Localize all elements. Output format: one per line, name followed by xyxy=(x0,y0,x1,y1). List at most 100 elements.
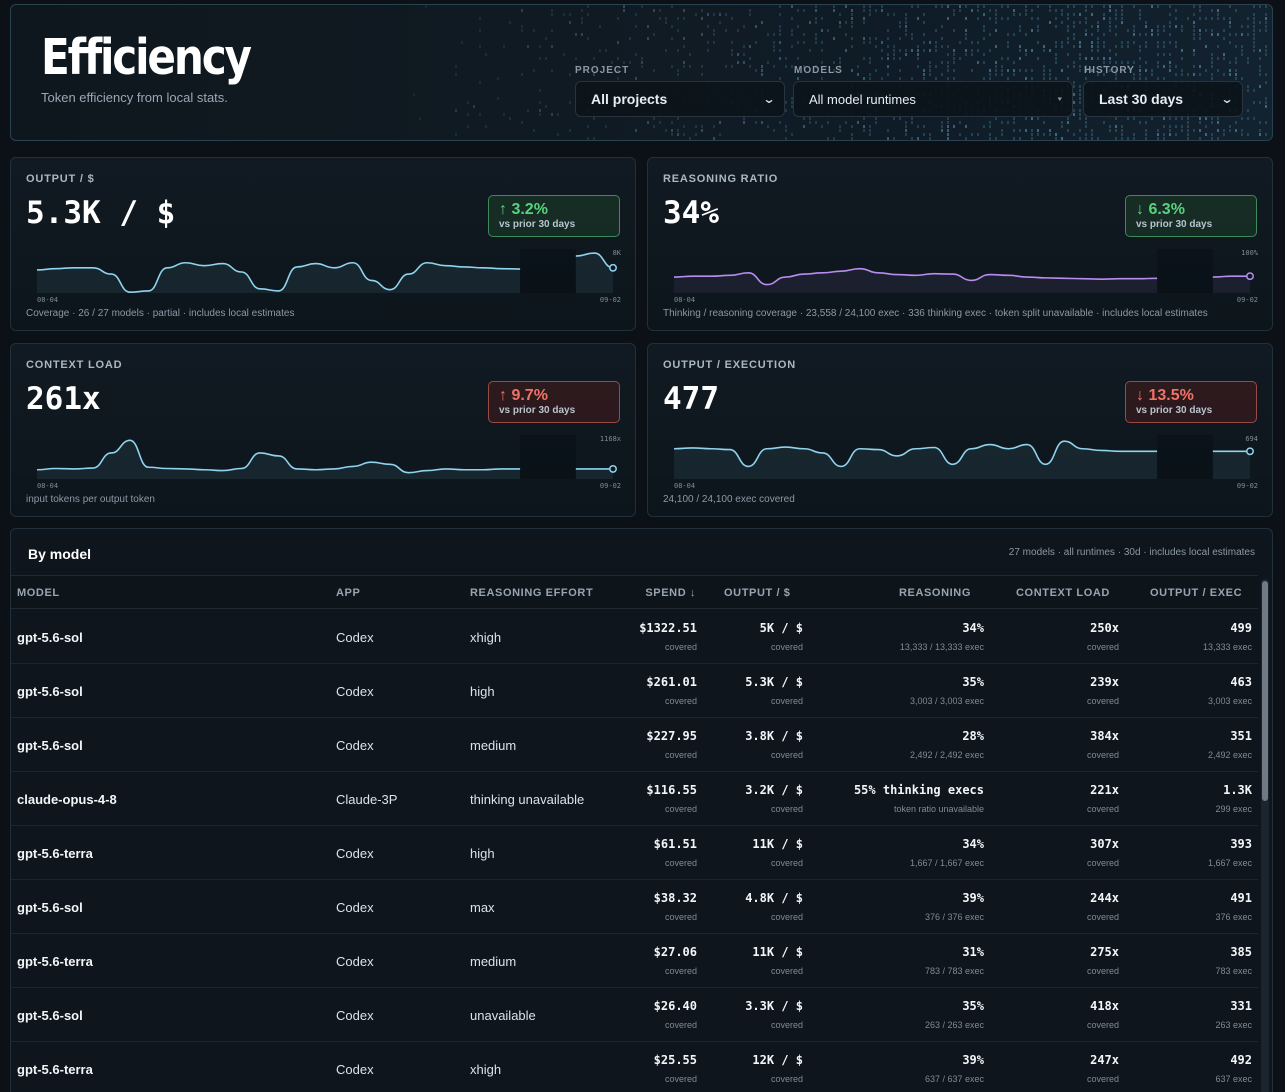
row-context-load-caption: covered xyxy=(1086,696,1119,706)
history-select[interactable]: Last 30 days ⌄ xyxy=(1083,81,1243,117)
column-header-context-load[interactable]: CONTEXT LOAD xyxy=(1016,587,1110,599)
table-row[interactable]: gpt-5.6-sol Codex max $38.32 covered 4.8K / $… xyxy=(11,880,1258,934)
column-header-model[interactable]: MODEL xyxy=(17,587,60,599)
delta-badge: ↓ 6.3% vs prior 30 days xyxy=(1125,195,1257,237)
row-output-per-dollar-caption: covered xyxy=(770,1074,803,1084)
column-header-reasoning-effort[interactable]: REASONING EFFORT xyxy=(470,587,594,599)
row-spend: $261.01 xyxy=(646,675,697,689)
table-row[interactable]: gpt-5.6-sol Codex high $261.01 covered 5.3K /… xyxy=(11,664,1258,718)
row-reasoning-caption: 783 / 783 exec xyxy=(924,966,984,976)
models-select[interactable]: All model runtimes ▾ xyxy=(793,81,1073,117)
sparkline-line xyxy=(673,267,1158,286)
delta-caption: vs prior 30 days xyxy=(499,219,576,230)
row-context-load-caption: covered xyxy=(1086,750,1119,760)
row-model: gpt-5.6-terra xyxy=(17,1062,93,1077)
project-select[interactable]: All projects ⌄ xyxy=(575,81,785,117)
row-output-per-exec: 1.3K xyxy=(1223,783,1252,797)
row-reasoning-effort: xhigh xyxy=(470,630,502,645)
table-row[interactable]: gpt-5.6-terra Codex medium $27.06 covered 11K… xyxy=(11,934,1258,988)
sparkline-end-label: 09-02 xyxy=(1237,482,1258,490)
card-label: OUTPUT / $ xyxy=(26,173,95,185)
sparkline-end-label: 09-02 xyxy=(600,296,621,304)
sparkline-area xyxy=(37,440,521,479)
row-spend: $116.55 xyxy=(646,783,697,797)
row-output-per-dollar: 3.8K / $ xyxy=(745,729,803,743)
row-output-per-dollar: 3.2K / $ xyxy=(745,783,803,797)
row-reasoning-effort: thinking unavailable xyxy=(470,792,585,807)
row-context-load: 250x xyxy=(1090,621,1119,635)
row-output-per-dollar: 12K / $ xyxy=(752,1053,803,1067)
row-output-per-exec: 499 xyxy=(1230,621,1252,635)
column-header-spend[interactable]: SPEND ↓ xyxy=(645,587,696,599)
row-output-per-exec-caption: 3,003 exec xyxy=(1207,696,1252,706)
row-spend: $1322.51 xyxy=(639,621,697,635)
row-context-load-caption: covered xyxy=(1086,858,1119,868)
sparkline-area xyxy=(1212,451,1250,479)
row-context-load: 307x xyxy=(1090,837,1119,851)
row-reasoning: 35% xyxy=(962,675,984,689)
row-spend-caption: covered xyxy=(664,1074,697,1084)
row-spend: $61.51 xyxy=(653,837,697,851)
row-reasoning-caption: 3,003 / 3,003 exec xyxy=(909,696,984,706)
row-reasoning: 35% xyxy=(962,999,984,1013)
row-reasoning-effort: max xyxy=(470,900,495,915)
row-output-per-dollar: 5K / $ xyxy=(759,621,803,635)
table-row[interactable]: gpt-5.6-sol Codex unavailable $26.40 covered… xyxy=(11,988,1258,1042)
row-model: gpt-5.6-sol xyxy=(17,738,83,753)
row-spend: $25.55 xyxy=(653,1053,697,1067)
sparkline-last-point xyxy=(609,263,617,272)
column-header-output-per-exec[interactable]: OUTPUT / EXEC xyxy=(1150,587,1243,599)
table-row[interactable]: claude-opus-4-8 Claude-3P thinking unavail… xyxy=(11,772,1258,826)
row-app: Codex xyxy=(336,954,374,969)
row-model: gpt-5.6-sol xyxy=(17,900,83,915)
delta-value: 9.7% xyxy=(511,387,548,404)
row-reasoning: 34% xyxy=(962,837,984,851)
row-context-load: 221x xyxy=(1090,783,1119,797)
row-reasoning: 31% xyxy=(962,945,984,959)
row-model: gpt-5.6-sol xyxy=(17,684,83,699)
delta-caption: vs prior 30 days xyxy=(499,405,576,416)
row-spend-caption: covered xyxy=(664,750,697,760)
row-app: Codex xyxy=(336,900,374,915)
row-output-per-dollar: 3.3K / $ xyxy=(745,999,803,1013)
column-header-reasoning[interactable]: REASONING xyxy=(898,587,971,599)
row-context-load-caption: covered xyxy=(1086,966,1119,976)
row-app: Codex xyxy=(336,738,374,753)
row-output-per-dollar-caption: covered xyxy=(770,804,803,814)
table-row[interactable]: gpt-5.6-terra Codex xhigh $25.55 covered 12K … xyxy=(11,1042,1258,1092)
delta-badge: ↑ 3.2% vs prior 30 days xyxy=(488,195,620,237)
column-header-app[interactable]: APP xyxy=(336,587,361,599)
sparkline-area xyxy=(575,468,613,479)
delta-value: 3.2% xyxy=(511,201,548,218)
table-row[interactable]: gpt-5.6-sol Codex medium $227.95 covered 3.8K… xyxy=(11,718,1258,772)
row-context-load: 418x xyxy=(1090,999,1119,1013)
table-scrollbar-thumb[interactable] xyxy=(1262,581,1268,801)
header-panel: Efficiency Token efficiency from local s… xyxy=(10,4,1273,141)
sparkline-area xyxy=(674,441,1158,479)
row-reasoning-effort: high xyxy=(470,846,495,861)
row-reasoning-effort: high xyxy=(470,684,495,699)
row-output-per-exec: 393 xyxy=(1230,837,1252,851)
row-output-per-exec-caption: 376 exec xyxy=(1215,912,1252,922)
sparkline: 08-04 09-02 100% xyxy=(673,249,1259,304)
sparkline: 08-04 09-02 694 xyxy=(673,435,1258,490)
delta-caption: vs prior 30 days xyxy=(1136,219,1213,230)
row-reasoning: 39% xyxy=(962,891,984,905)
row-context-load: 239x xyxy=(1090,675,1119,689)
row-spend-caption: covered xyxy=(664,642,697,652)
row-reasoning-effort: unavailable xyxy=(470,1008,536,1023)
table-row[interactable]: gpt-5.6-sol Codex xhigh $1322.51 covered 5K /… xyxy=(11,610,1258,664)
table-row[interactable]: gpt-5.6-terra Codex high $61.51 covered 11K /… xyxy=(11,826,1258,880)
card-value: 477 xyxy=(663,381,719,417)
sparkline-area xyxy=(674,268,1158,293)
row-spend: $227.95 xyxy=(646,729,697,743)
output-per-execution-card: OUTPUT / EXECUTION 477 ↓ 13.5% vs prior … xyxy=(647,343,1273,517)
by-model-table-panel: By model 27 models · all runtimes · 30d … xyxy=(10,528,1273,1092)
row-context-load-caption: covered xyxy=(1086,912,1119,922)
table-scrollbar[interactable] xyxy=(1261,579,1269,1092)
row-spend: $26.40 xyxy=(653,999,697,1013)
column-header-output-per-dollar[interactable]: OUTPUT / $ xyxy=(724,587,791,599)
sparkline-last-point xyxy=(1246,447,1254,456)
row-model: gpt-5.6-terra xyxy=(17,846,93,861)
row-reasoning: 39% xyxy=(962,1053,984,1067)
